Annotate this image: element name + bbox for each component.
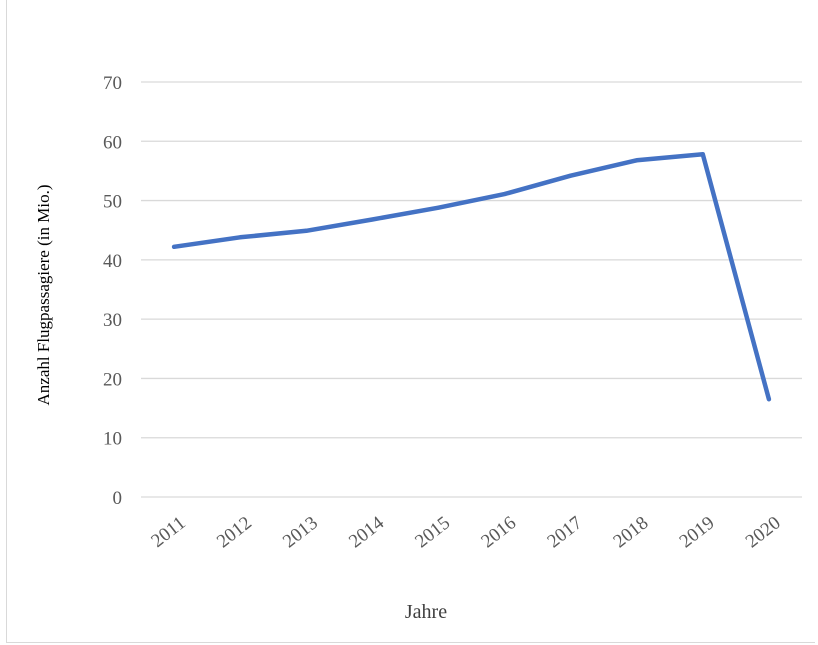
y-axis-ticks: 0 10 20 30 40 50 60 70 <box>103 73 122 509</box>
y-tick-label: 50 <box>103 192 122 213</box>
y-tick-label: 10 <box>103 429 122 450</box>
series-layer <box>171 152 772 402</box>
data-point <box>370 217 375 222</box>
chart-frame <box>6 0 815 643</box>
x-tick-label: 2011 <box>147 512 189 552</box>
y-tick-label: 0 <box>113 488 123 509</box>
y-tick-label: 30 <box>103 310 122 331</box>
x-tick-label: 2019 <box>676 512 719 552</box>
data-point <box>568 173 573 178</box>
y-tick-label: 70 <box>103 73 122 94</box>
x-axis-title: Jahre <box>405 601 447 623</box>
data-point <box>238 235 243 240</box>
data-point <box>172 244 177 249</box>
y-tick-label: 60 <box>103 132 122 153</box>
x-tick-label: 2020 <box>742 512 785 552</box>
data-point <box>304 228 309 233</box>
data-point <box>436 205 441 210</box>
x-axis-ticks: 2011 2012 2013 2014 2015 2016 2017 2018 2019 2020 <box>147 512 784 552</box>
data-point <box>634 158 639 163</box>
x-tick-label: 2018 <box>610 512 653 552</box>
data-point <box>700 152 705 157</box>
x-tick-label: 2013 <box>279 512 322 552</box>
x-tick-label: 2016 <box>477 512 520 552</box>
x-tick-label: 2015 <box>411 512 454 552</box>
data-point <box>766 397 771 402</box>
y-axis-title: Anzahl Flugpassagiere (in Mio.) <box>34 185 53 406</box>
x-tick-label: 2012 <box>213 512 256 552</box>
series-line <box>171 152 772 402</box>
x-tick-label: 2017 <box>543 512 586 552</box>
x-tick-label: 2014 <box>345 512 388 552</box>
y-tick-label: 20 <box>103 369 122 390</box>
y-tick-label: 40 <box>103 251 122 272</box>
gridlines <box>141 81 802 498</box>
data-point <box>502 192 507 197</box>
